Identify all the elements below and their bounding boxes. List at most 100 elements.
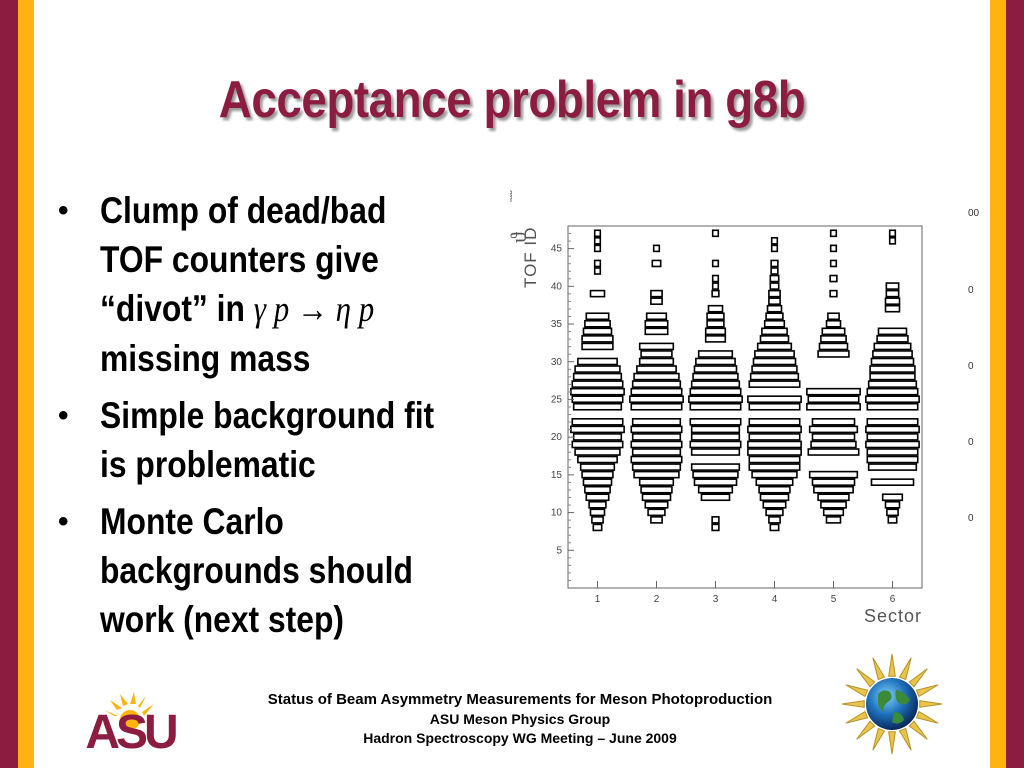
x-tick-label: 2 — [654, 594, 660, 605]
box-sector-4-tof-9 — [768, 516, 781, 524]
box-sector-2-tof-38 — [650, 297, 663, 305]
box-sector-1-tof-9 — [591, 516, 604, 524]
box-sector-3-tof-33 — [704, 335, 727, 343]
box-sector-1-tof-33 — [581, 335, 614, 343]
bullet-1-line-4: missing mass — [100, 338, 311, 379]
box-sector-5-tof-39 — [829, 289, 838, 298]
box-sector-3-tof-47 — [711, 229, 720, 238]
box-sector-4-tof-45 — [770, 244, 779, 253]
box-sector-4-tof-11 — [762, 500, 787, 509]
box-bars — [570, 229, 920, 532]
box-sector-2-tof-28 — [633, 372, 680, 381]
box-sector-2-tof-26 — [630, 387, 683, 396]
box-sector-2-tof-11 — [644, 500, 669, 509]
box-sector-2-tof-27 — [631, 380, 682, 388]
box-sector-1-tof-42 — [593, 267, 602, 275]
colorbar-label: 0 — [968, 285, 974, 296]
box-sector-4-tof-38 — [768, 297, 781, 305]
box-sector-4-tof-20 — [748, 433, 801, 441]
box-sector-2-tof-16 — [631, 463, 682, 471]
y-tick-label: 20 — [551, 432, 563, 443]
box-sector-5-tof-31 — [817, 350, 850, 358]
bullet-2-line-1: Simple background fit — [100, 395, 435, 436]
box-sector-5-tof-45 — [829, 244, 838, 253]
box-sector-1-tof-26 — [570, 387, 625, 396]
right-gold-border — [990, 0, 1006, 768]
y-tick-label: 40 — [551, 281, 563, 292]
box-sector-2-tof-36 — [645, 312, 668, 321]
svg-text:ϑ: ϑ — [510, 232, 531, 243]
theta-symbol: ϑ lab — [510, 190, 531, 243]
box-sector-2-tof-34 — [644, 327, 669, 336]
box-sector-1-tof-39 — [589, 289, 606, 298]
box-sector-5-tof-36 — [827, 312, 840, 321]
box-sector-1-tof-14 — [582, 478, 613, 486]
box-sector-1-tof-34 — [582, 327, 613, 336]
box-sector-5-tof-41 — [829, 274, 838, 283]
box-sector-1-tof-30 — [577, 357, 618, 366]
box-sector-2-tof-29 — [636, 365, 677, 373]
bullet-dot: • — [58, 399, 69, 432]
box-sector-2-tof-9 — [650, 516, 663, 524]
box-sector-6-tof-26 — [866, 387, 919, 396]
box-sector-5-tof-14 — [811, 478, 856, 486]
box-sector-5-tof-32 — [818, 342, 849, 351]
box-sector-3-tof-41 — [711, 274, 720, 283]
box-sector-4-tof-31 — [754, 350, 795, 358]
box-sector-2-tof-14 — [638, 478, 675, 486]
box-sector-3-tof-27 — [690, 380, 741, 388]
colorbar-label: 00 — [968, 208, 980, 219]
box-sector-5-tof-11 — [820, 500, 847, 509]
footer-line-1: Status of Beam Asymmetry Measurements fo… — [267, 691, 773, 708]
box-sector-5-tof-20 — [811, 433, 856, 441]
box-sector-6-tof-27 — [867, 380, 918, 388]
box-sector-4-tof-43 — [770, 259, 779, 268]
box-sector-1-tof-19 — [571, 440, 624, 449]
bullet-3-line-2: backgrounds should — [100, 550, 413, 591]
box-sector-5-tof-33 — [820, 335, 847, 343]
box-sector-4-tof-13 — [758, 485, 791, 494]
box-sector-3-tof-35 — [706, 319, 725, 328]
y-tick-label: 30 — [551, 357, 563, 368]
box-sector-6-tof-39 — [885, 289, 900, 298]
bullet-1-line-2: TOF counters give — [100, 239, 379, 280]
box-sector-1-tof-32 — [581, 342, 614, 351]
box-sector-3-tof-15 — [692, 470, 739, 479]
box-sector-3-tof-21 — [690, 425, 741, 434]
box-sector-5-tof-15 — [808, 470, 859, 479]
box-sector-1-tof-8 — [592, 523, 603, 532]
bullet-1-line-1: Clump of dead/bad — [100, 190, 387, 231]
box-sector-3-tof-36 — [706, 312, 725, 321]
box-sector-2-tof-12 — [641, 493, 672, 502]
x-tick-label: 6 — [890, 594, 896, 605]
box-sector-5-tof-18 — [807, 448, 860, 456]
box-sector-6-tof-31 — [872, 350, 913, 358]
box-sector-1-tof-36 — [585, 312, 610, 321]
y-tick-label: 25 — [551, 394, 563, 405]
box-sector-4-tof-17 — [748, 455, 801, 464]
box-sector-4-tof-36 — [765, 312, 784, 321]
box-sector-6-tof-28 — [869, 372, 916, 381]
box-sector-5-tof-24 — [806, 402, 861, 411]
box-sector-6-tof-29 — [869, 365, 916, 373]
y-axis-label: TOF ID — [521, 227, 540, 288]
box-sector-4-tof-27 — [748, 380, 801, 388]
box-sector-4-tof-32 — [756, 342, 793, 351]
box-sector-4-tof-33 — [759, 335, 790, 343]
slide-title: Acceptance problem in g8b — [218, 71, 806, 129]
box-sector-1-tof-24 — [572, 402, 623, 411]
box-sector-3-tof-40 — [711, 282, 720, 290]
left-gold-border — [18, 0, 34, 768]
box-sector-2-tof-31 — [640, 350, 673, 358]
x-tick-label: 5 — [831, 594, 837, 605]
y-tick-label: 10 — [551, 508, 563, 519]
box-sector-4-tof-10 — [765, 508, 784, 517]
box-sector-2-tof-19 — [630, 440, 683, 449]
box-sector-5-tof-25 — [807, 395, 860, 404]
footer: Status of Beam Asymmetry Measurements fo… — [200, 690, 840, 748]
box-sector-1-tof-13 — [584, 485, 611, 494]
asu-logo: ASU — [68, 690, 193, 759]
box-sector-6-tof-40 — [885, 282, 900, 290]
box-sector-5-tof-34 — [821, 327, 846, 336]
